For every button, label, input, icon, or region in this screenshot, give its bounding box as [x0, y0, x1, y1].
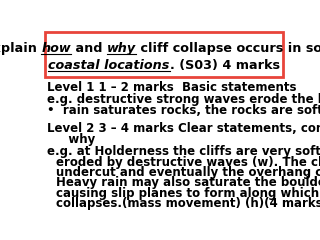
Text: why: why — [107, 42, 136, 55]
Text: coastal locations: coastal locations — [48, 59, 170, 72]
Text: Explain: Explain — [0, 42, 41, 55]
Text: and: and — [71, 42, 107, 55]
Text: collapses.(mass movement) (h)(4 marks): collapses.(mass movement) (h)(4 marks) — [56, 197, 320, 210]
Text: why: why — [56, 133, 95, 146]
Text: e.g. at Holderness the cliffs are very soft (w) and easily: e.g. at Holderness the cliffs are very s… — [47, 145, 320, 158]
Text: undercut and eventually the overhang collapses (h).: undercut and eventually the overhang col… — [56, 166, 320, 179]
Text: causing slip planes to form along which the cliff: causing slip planes to form along which … — [56, 187, 320, 200]
Text: Level 2 3 – 4 marks Clear statements, considers how: Level 2 3 – 4 marks Clear statements, co… — [47, 122, 320, 135]
Text: e.g. destructive strong waves erode the land: e.g. destructive strong waves erode the … — [47, 93, 320, 106]
Text: eroded by destructive waves (w). The cliffs are: eroded by destructive waves (w). The cli… — [56, 156, 320, 169]
Text: Level 1 1 – 2 marks  Basic statements: Level 1 1 – 2 marks Basic statements — [47, 80, 297, 94]
Text: how: how — [41, 42, 71, 55]
Text: Heavy rain may also saturate the boulder clay (w): Heavy rain may also saturate the boulder… — [56, 176, 320, 189]
FancyBboxPatch shape — [45, 32, 283, 77]
Text: . (S03) 4 marks: . (S03) 4 marks — [170, 59, 280, 72]
Text: •  rain saturates rocks, the rocks are soft.: • rain saturates rocks, the rocks are so… — [47, 104, 320, 117]
Text: cliff collapse occurs in some: cliff collapse occurs in some — [136, 42, 320, 55]
